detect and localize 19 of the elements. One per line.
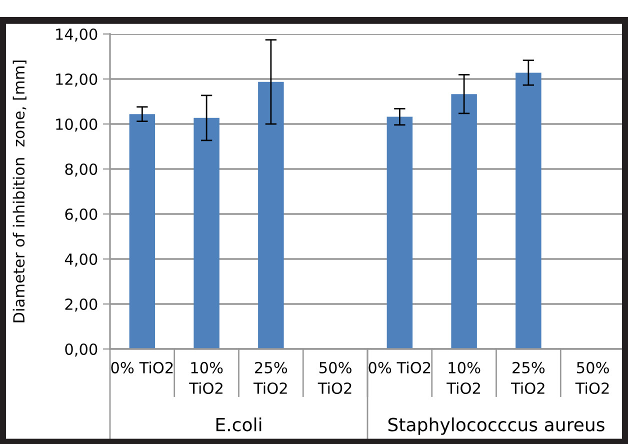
y-tick-label: 8,00: [65, 163, 98, 177]
y-tick-label: 10,00: [56, 118, 98, 132]
x-tick-label: 10% TiO2: [189, 362, 223, 394]
x-tick-label: 10% TiO2: [446, 362, 480, 394]
x-tick-label: 25% TiO2: [510, 362, 545, 394]
y-tick-label: 2,00: [65, 298, 98, 312]
text: Staphylococccus aureus: [388, 417, 604, 435]
text: E.coli: [216, 417, 262, 432]
y-tick-label: 4,00: [64, 253, 98, 267]
x-tick-label: 50% TiO2: [318, 362, 352, 394]
y-tick-label: 14,00: [56, 28, 98, 42]
y-tick-label: 6,00: [65, 208, 98, 222]
x-tick-label: 25% TiO2: [253, 362, 288, 394]
x-tick-label: 50% TiO2: [575, 362, 609, 394]
x-tick-label: 0% TiO2: [111, 362, 173, 374]
x-tick-label: 0% TiO2: [368, 362, 430, 374]
y-tick-label: 0,00: [65, 343, 98, 357]
y-axis-title: Diameter of inhibition zone, [mm]: [12, 60, 26, 322]
y-tick-label: 12,00: [56, 73, 98, 87]
